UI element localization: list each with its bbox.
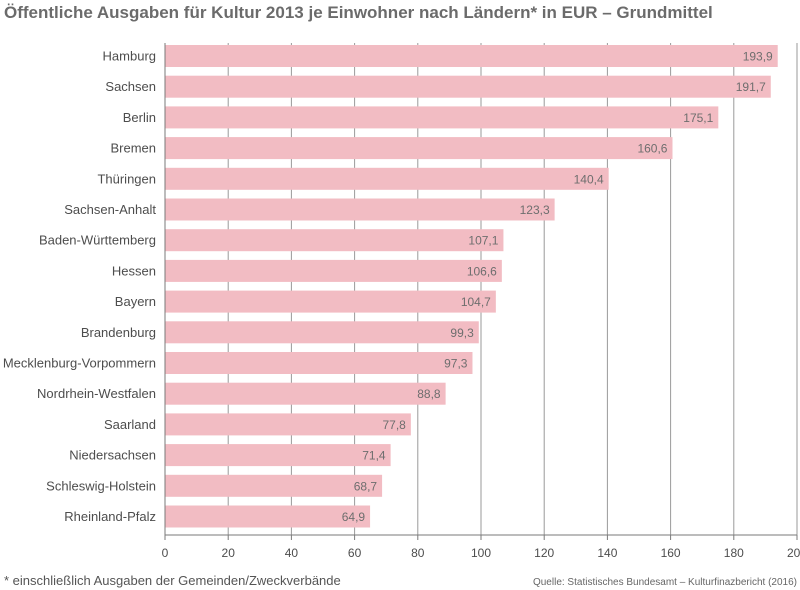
bar-rheinland-pfalz	[165, 505, 371, 528]
x-tick-label: 20	[222, 546, 236, 560]
bar-berlin	[165, 106, 719, 129]
bar-niedersachsen	[165, 444, 391, 467]
bar-hamburg	[165, 45, 778, 67]
value-label: 175,1	[683, 111, 713, 125]
x-tick-label: 80	[411, 546, 425, 560]
category-label: Nordrhein-Westfalen	[37, 386, 156, 401]
bar-thüringen	[165, 167, 609, 190]
category-label: Berlin	[123, 110, 156, 125]
value-label: 123,3	[520, 203, 550, 217]
bar-saarland	[165, 413, 411, 436]
axes	[164, 43, 798, 540]
value-label: 68,7	[354, 479, 378, 493]
category-label: Saarland	[104, 417, 156, 432]
value-label: 107,1	[468, 234, 498, 248]
footnote: * einschließlich Ausgaben der Gemeinden/…	[4, 573, 341, 588]
category-label: Schleswig-Holstein	[46, 478, 156, 493]
bar-nordrhein-westfalen	[165, 382, 446, 405]
bar-baden-württemberg	[165, 229, 504, 252]
category-label: Sachsen	[105, 79, 156, 94]
value-label: 99,3	[450, 326, 474, 340]
bar-hessen	[165, 259, 502, 282]
category-label: Mecklenburg-Vorpommern	[3, 356, 156, 371]
category-label: Thüringen	[97, 171, 156, 186]
x-tick-label: 200	[787, 546, 800, 560]
x-tick-label: 60	[348, 546, 362, 560]
bar-sachsen-anhalt	[165, 198, 555, 221]
category-label: Bremen	[110, 141, 156, 156]
bar-bremen	[165, 137, 673, 160]
category-label: Niedersachsen	[69, 448, 156, 463]
category-label: Hessen	[112, 263, 156, 278]
labels: 0 20 40 60 80 100 120 140 160 180 200 Hamburg 193,9 S…	[3, 49, 800, 561]
value-label: 97,3	[444, 357, 468, 371]
category-label: Bayern	[115, 294, 156, 309]
category-label: Baden-Württemberg	[39, 233, 156, 248]
bars	[165, 45, 778, 528]
value-label: 160,6	[637, 142, 667, 156]
x-tick-label: 160	[661, 546, 681, 560]
source-note: Quelle: Statistisches Bundesamt – Kultur…	[532, 577, 797, 588]
x-tick-label: 180	[724, 546, 744, 560]
category-label: Rheinland-Pfalz	[64, 509, 156, 524]
category-label: Brandenburg	[81, 325, 156, 340]
bar-bayern	[165, 290, 496, 313]
value-label: 77,8	[382, 418, 406, 432]
x-tick-label: 120	[534, 546, 554, 560]
value-label: 64,9	[342, 510, 366, 524]
bar-sachsen	[165, 75, 771, 98]
value-label: 104,7	[461, 295, 491, 309]
bar-schleswig-holstein	[165, 474, 383, 497]
value-label: 88,8	[417, 387, 441, 401]
value-label: 193,9	[743, 50, 773, 64]
value-label: 106,6	[467, 264, 497, 278]
category-label: Hamburg	[103, 49, 156, 64]
x-tick-label: 140	[597, 546, 617, 560]
chart-title: Öffentliche Ausgaben für Kultur 2013 je …	[4, 3, 713, 22]
x-tick-label: 0	[162, 546, 169, 560]
value-label: 191,7	[736, 80, 766, 94]
bar-mecklenburg-vorpommern	[165, 352, 473, 374]
bar-brandenburg	[165, 321, 479, 344]
value-label: 71,4	[362, 449, 386, 463]
x-tick-label: 40	[285, 546, 299, 560]
x-tick-label: 100	[471, 546, 491, 560]
value-label: 140,4	[574, 172, 604, 186]
category-label: Sachsen-Anhalt	[64, 202, 156, 217]
